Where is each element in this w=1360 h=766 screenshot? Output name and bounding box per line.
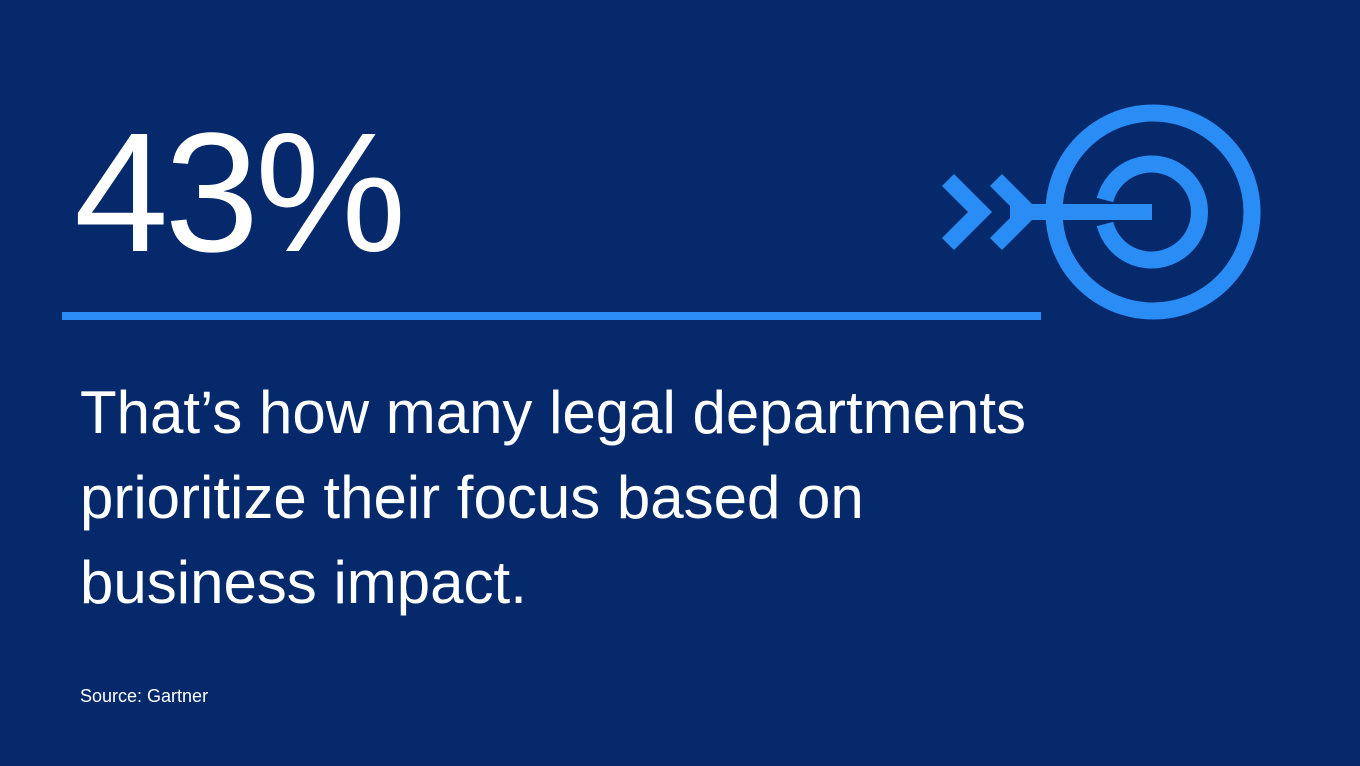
source: Source: Gartner <box>80 686 209 706</box>
description-line: business impact. <box>80 549 527 616</box>
description: That’s how many legal departments priori… <box>80 370 1026 625</box>
chevron <box>941 173 993 251</box>
divider <box>62 312 1041 320</box>
description-line: prioritize their focus based on <box>80 464 864 531</box>
chevron <box>989 173 1041 251</box>
inner-arc <box>1096 155 1208 269</box>
stat: 43% <box>74 98 406 288</box>
description-line: That’s how many legal departments <box>80 379 1027 446</box>
target-icon <box>941 104 1261 320</box>
